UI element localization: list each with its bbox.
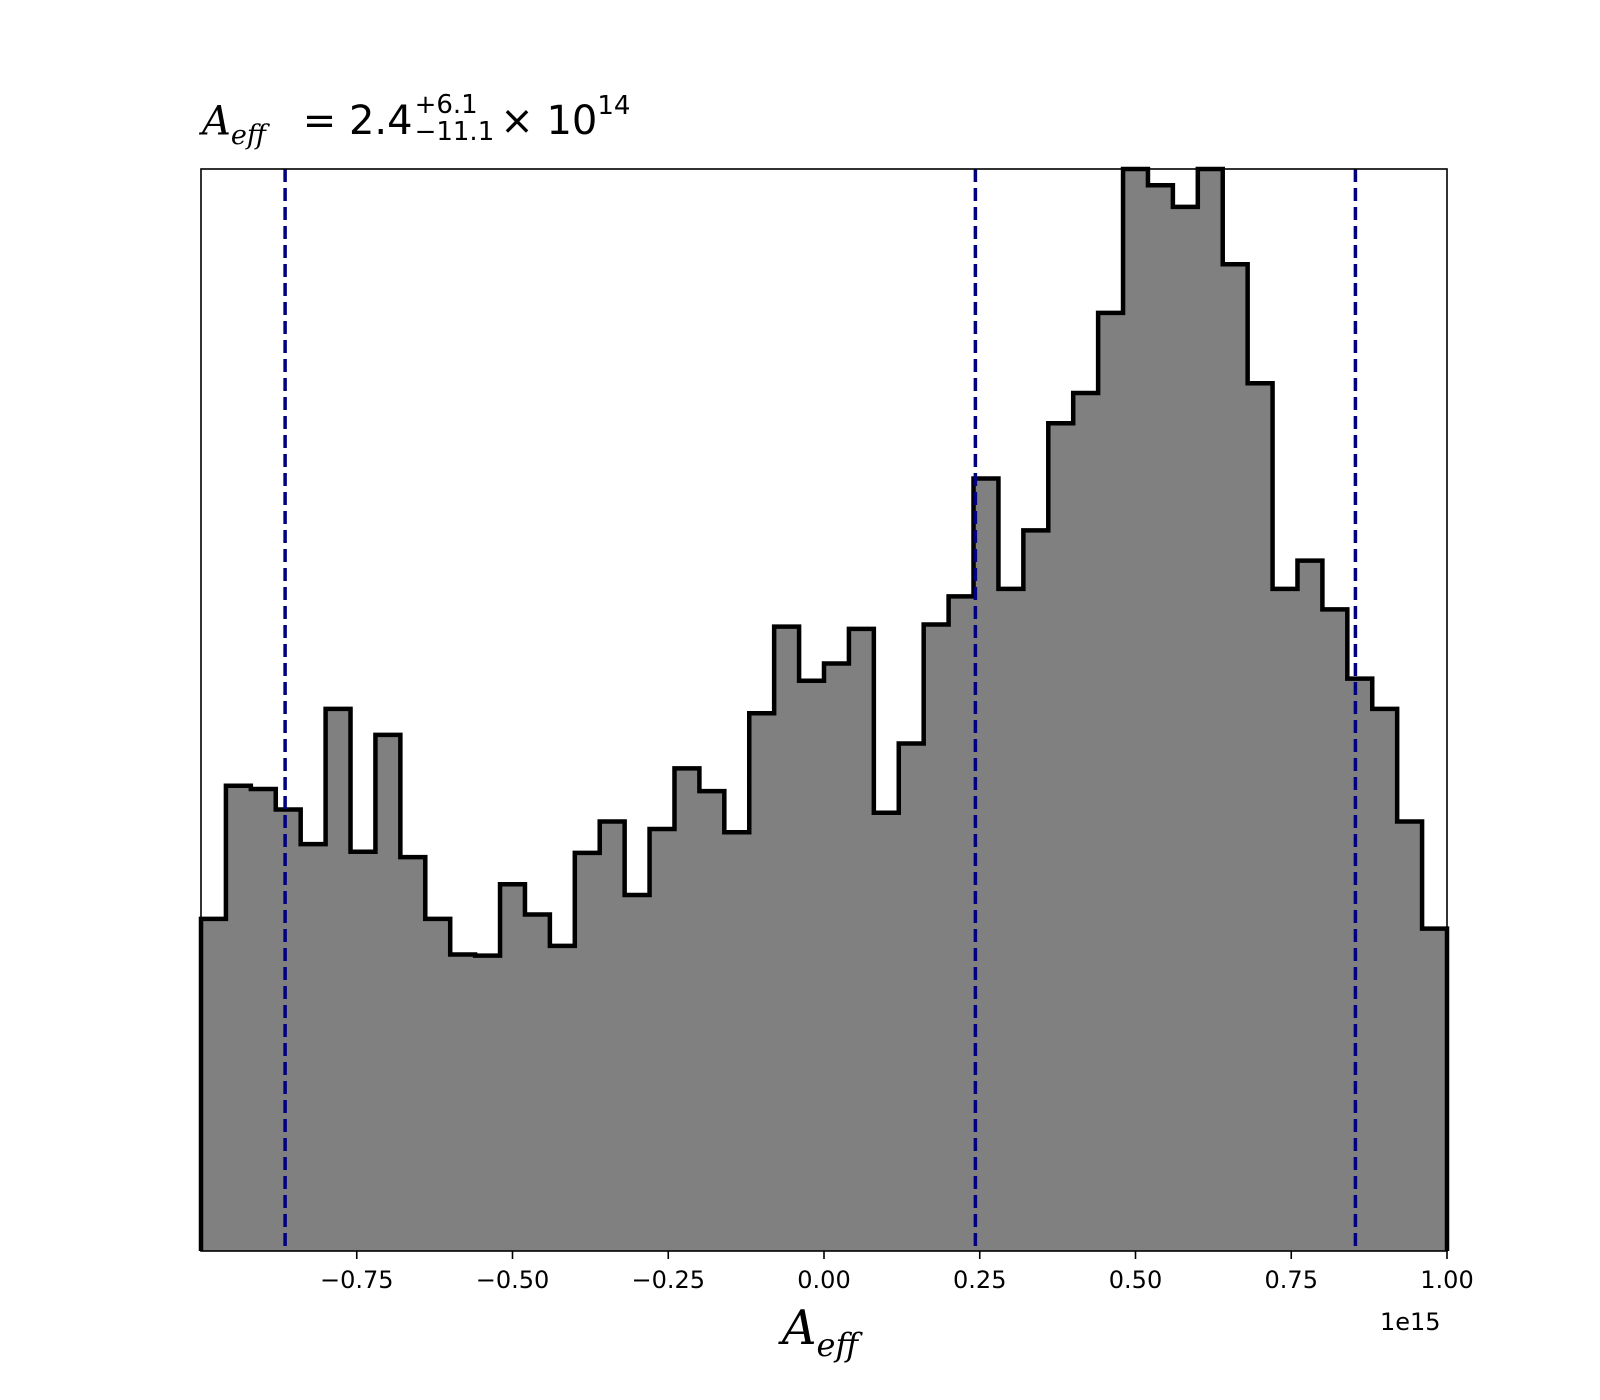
histogram-bar <box>1322 609 1348 1251</box>
histogram-bar <box>1297 560 1323 1251</box>
histogram-bar <box>724 832 750 1251</box>
histogram-bar <box>1073 392 1099 1251</box>
histogram-bar <box>1147 185 1174 1252</box>
histogram-bar <box>1397 821 1423 1251</box>
title-lower-error: −11.1 <box>414 117 495 148</box>
histogram-bar <box>1372 708 1398 1251</box>
histogram-bar <box>1048 423 1074 1251</box>
x-axis-label: Aeff <box>740 1300 900 1364</box>
histogram-bar <box>774 626 800 1251</box>
x-axis-label-variable: A <box>781 1300 817 1356</box>
x-axis-offset-label: 1e15 <box>1380 1308 1441 1336</box>
histogram-bar <box>923 624 950 1251</box>
histogram-bar <box>450 954 476 1251</box>
x-tick-label: 0.75 <box>1265 1266 1318 1294</box>
histogram-bar <box>325 708 352 1251</box>
x-axis-label-subscript: eff <box>816 1326 859 1364</box>
x-tick-label: 0.25 <box>953 1266 1006 1294</box>
x-tick-label: −0.75 <box>320 1266 394 1294</box>
histogram-bar <box>1422 928 1448 1251</box>
histogram-bar <box>1023 530 1049 1251</box>
histogram-bar <box>599 821 626 1251</box>
histogram-bar <box>250 788 277 1251</box>
histogram-bar <box>375 734 401 1251</box>
histogram-bar <box>873 812 900 1251</box>
title-times: × 10 <box>500 98 598 145</box>
histogram-bar <box>973 478 999 1251</box>
title-variable-subscript: eff <box>230 120 266 152</box>
histogram-bar <box>549 945 576 1251</box>
histogram-bar <box>1247 383 1274 1252</box>
x-tick-label: −0.50 <box>476 1266 550 1294</box>
histogram-bar <box>574 852 601 1251</box>
histogram-bar <box>524 914 551 1251</box>
histogram-bar <box>799 680 825 1251</box>
histogram-bar <box>824 663 850 1251</box>
histogram-bar <box>624 895 651 1251</box>
histogram-bar <box>749 713 775 1251</box>
x-tick-label: 0.00 <box>797 1266 850 1294</box>
histogram-bar <box>475 955 501 1251</box>
histogram-bar <box>300 844 327 1251</box>
histogram-bar <box>1123 169 1149 1251</box>
histogram-bar <box>1197 169 1224 1251</box>
x-tick-label: −0.25 <box>631 1266 705 1294</box>
histogram-bar <box>848 628 875 1251</box>
histogram-bar <box>649 829 675 1251</box>
title-variable: A <box>202 98 231 145</box>
histogram-bar <box>1272 588 1298 1251</box>
histogram-bar <box>898 743 925 1251</box>
histogram-bar <box>1098 312 1124 1251</box>
histogram-bar <box>275 809 302 1251</box>
title-value: = 2.4 <box>302 98 413 145</box>
histogram-bar <box>1172 206 1199 1251</box>
histogram-bar <box>500 884 526 1251</box>
histogram-bar <box>1222 264 1249 1251</box>
histogram-bar <box>425 918 451 1251</box>
histogram-outline <box>198 166 1450 1251</box>
histogram-bar <box>350 851 376 1251</box>
title-exponent: 14 <box>597 91 631 122</box>
x-tick-label: 1.00 <box>1420 1266 1473 1294</box>
histogram-bar <box>201 918 227 1251</box>
histogram-bar <box>699 791 725 1251</box>
chart-title: Aeff = 2.4 +6.1 −11.1 × 1014 <box>202 91 630 152</box>
histogram-bar <box>1347 678 1373 1251</box>
title-uncertainty: +6.1 −11.1 <box>414 90 495 148</box>
histogram-bar <box>674 768 700 1251</box>
histogram-bar <box>998 588 1024 1251</box>
histogram-bar <box>948 596 975 1251</box>
title-upper-error: +6.1 <box>414 90 478 120</box>
x-tick-label: 0.50 <box>1109 1266 1162 1294</box>
histogram-bar <box>400 857 426 1251</box>
histogram-bar <box>225 785 252 1251</box>
